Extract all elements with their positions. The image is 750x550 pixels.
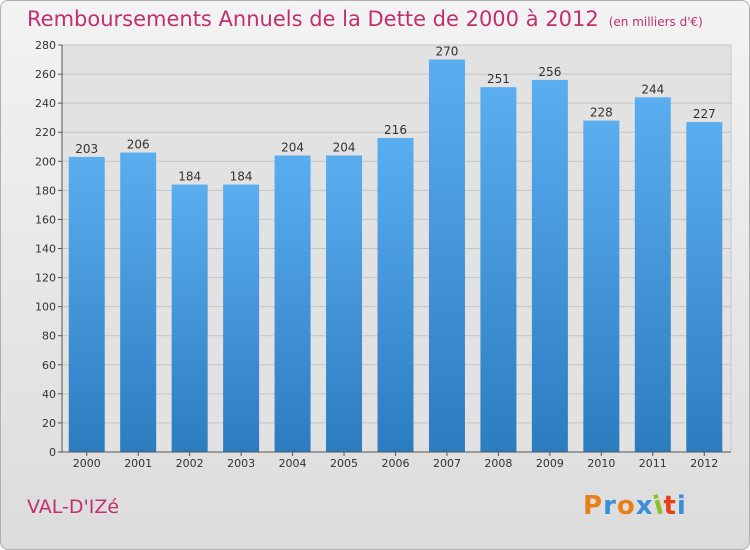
x-tick-label: 2003 bbox=[227, 457, 255, 470]
y-tick-label: 180 bbox=[35, 184, 56, 197]
y-tick-label: 100 bbox=[35, 301, 56, 314]
value-label: 184 bbox=[230, 170, 253, 184]
y-tick-label: 120 bbox=[35, 272, 56, 285]
x-tick-label: 2010 bbox=[587, 457, 615, 470]
bar-2009 bbox=[531, 79, 568, 452]
bar-2006 bbox=[377, 138, 414, 452]
commune-name: VAL-D'IZé bbox=[27, 496, 120, 518]
chart-unit: (en milliers d'€) bbox=[608, 15, 703, 29]
x-tick-label: 2007 bbox=[433, 457, 461, 470]
y-tick-label: 140 bbox=[35, 243, 56, 256]
proxiti-logo[interactable]: Proxiti bbox=[583, 490, 687, 522]
value-label: 270 bbox=[436, 45, 459, 59]
x-tick-label: 2008 bbox=[484, 457, 512, 470]
logo-letter: t bbox=[663, 491, 677, 521]
chart-title-text: Remboursements Annuels de la Dette de 20… bbox=[27, 7, 599, 31]
value-label: 204 bbox=[333, 140, 356, 154]
x-tick-label: 2004 bbox=[279, 457, 307, 470]
logo-letter: o bbox=[616, 491, 636, 521]
y-tick-labels: 0 20 40 60 80 100 120 140 160 180 200 220 240 260 280 bbox=[35, 39, 56, 459]
value-label: 256 bbox=[538, 65, 561, 79]
x-tick-label: 2000 bbox=[73, 457, 101, 470]
x-tick-label: 2012 bbox=[690, 457, 718, 470]
y-tick-label: 240 bbox=[35, 97, 56, 110]
y-tick-label: 60 bbox=[42, 359, 56, 372]
bar-2007 bbox=[428, 59, 465, 453]
logo-letter: P bbox=[583, 491, 604, 521]
bars bbox=[68, 59, 723, 453]
value-label: 204 bbox=[281, 140, 304, 154]
y-tick-label: 0 bbox=[49, 446, 56, 459]
value-label: 251 bbox=[487, 72, 510, 86]
chart-title: Remboursements Annuels de la Dette de 20… bbox=[27, 7, 703, 31]
x-tick-label: 2011 bbox=[639, 457, 667, 470]
bar-2001 bbox=[120, 152, 157, 453]
x-tick-labels: 2000 2001 2002 2003 2004 2005 2006 2007 2008 2009… bbox=[73, 457, 719, 470]
y-tick-label: 40 bbox=[42, 388, 56, 401]
x-tick-label: 2001 bbox=[124, 457, 152, 470]
bar-2008 bbox=[480, 87, 517, 453]
x-tick-label: 2002 bbox=[176, 457, 204, 470]
bar-2005 bbox=[326, 155, 363, 452]
y-tick-label: 80 bbox=[42, 330, 56, 343]
y-tick-label: 20 bbox=[42, 417, 56, 430]
y-tick-label: 260 bbox=[35, 68, 56, 81]
x-tick-label: 2009 bbox=[536, 457, 564, 470]
bar-2012 bbox=[686, 122, 723, 453]
bar-2004 bbox=[274, 155, 311, 452]
logo-letter: r bbox=[603, 491, 617, 521]
y-tick-label: 280 bbox=[35, 39, 56, 52]
value-label: 184 bbox=[178, 170, 201, 184]
value-label: 227 bbox=[693, 107, 716, 121]
value-label: 203 bbox=[75, 142, 98, 156]
value-label: 216 bbox=[384, 123, 407, 137]
x-tick-label: 2006 bbox=[382, 457, 410, 470]
bar-2003 bbox=[223, 184, 260, 453]
y-tick-label: 200 bbox=[35, 155, 56, 168]
value-label: 206 bbox=[127, 138, 150, 152]
y-tick-label: 160 bbox=[35, 213, 56, 226]
value-labels: 203 206 184 184 204 204 216 270 251 256 228 244 227 bbox=[75, 45, 715, 184]
bar-2010 bbox=[583, 120, 620, 452]
bar-2011 bbox=[634, 97, 671, 452]
value-label: 244 bbox=[641, 82, 664, 96]
logo-letter: x bbox=[635, 491, 654, 521]
logo-letter: i bbox=[676, 491, 687, 521]
y-tick-label: 220 bbox=[35, 126, 56, 139]
bar-2000 bbox=[68, 156, 105, 453]
x-tick-label: 2005 bbox=[330, 457, 358, 470]
bar-2002 bbox=[171, 184, 208, 453]
value-label: 228 bbox=[590, 106, 613, 120]
